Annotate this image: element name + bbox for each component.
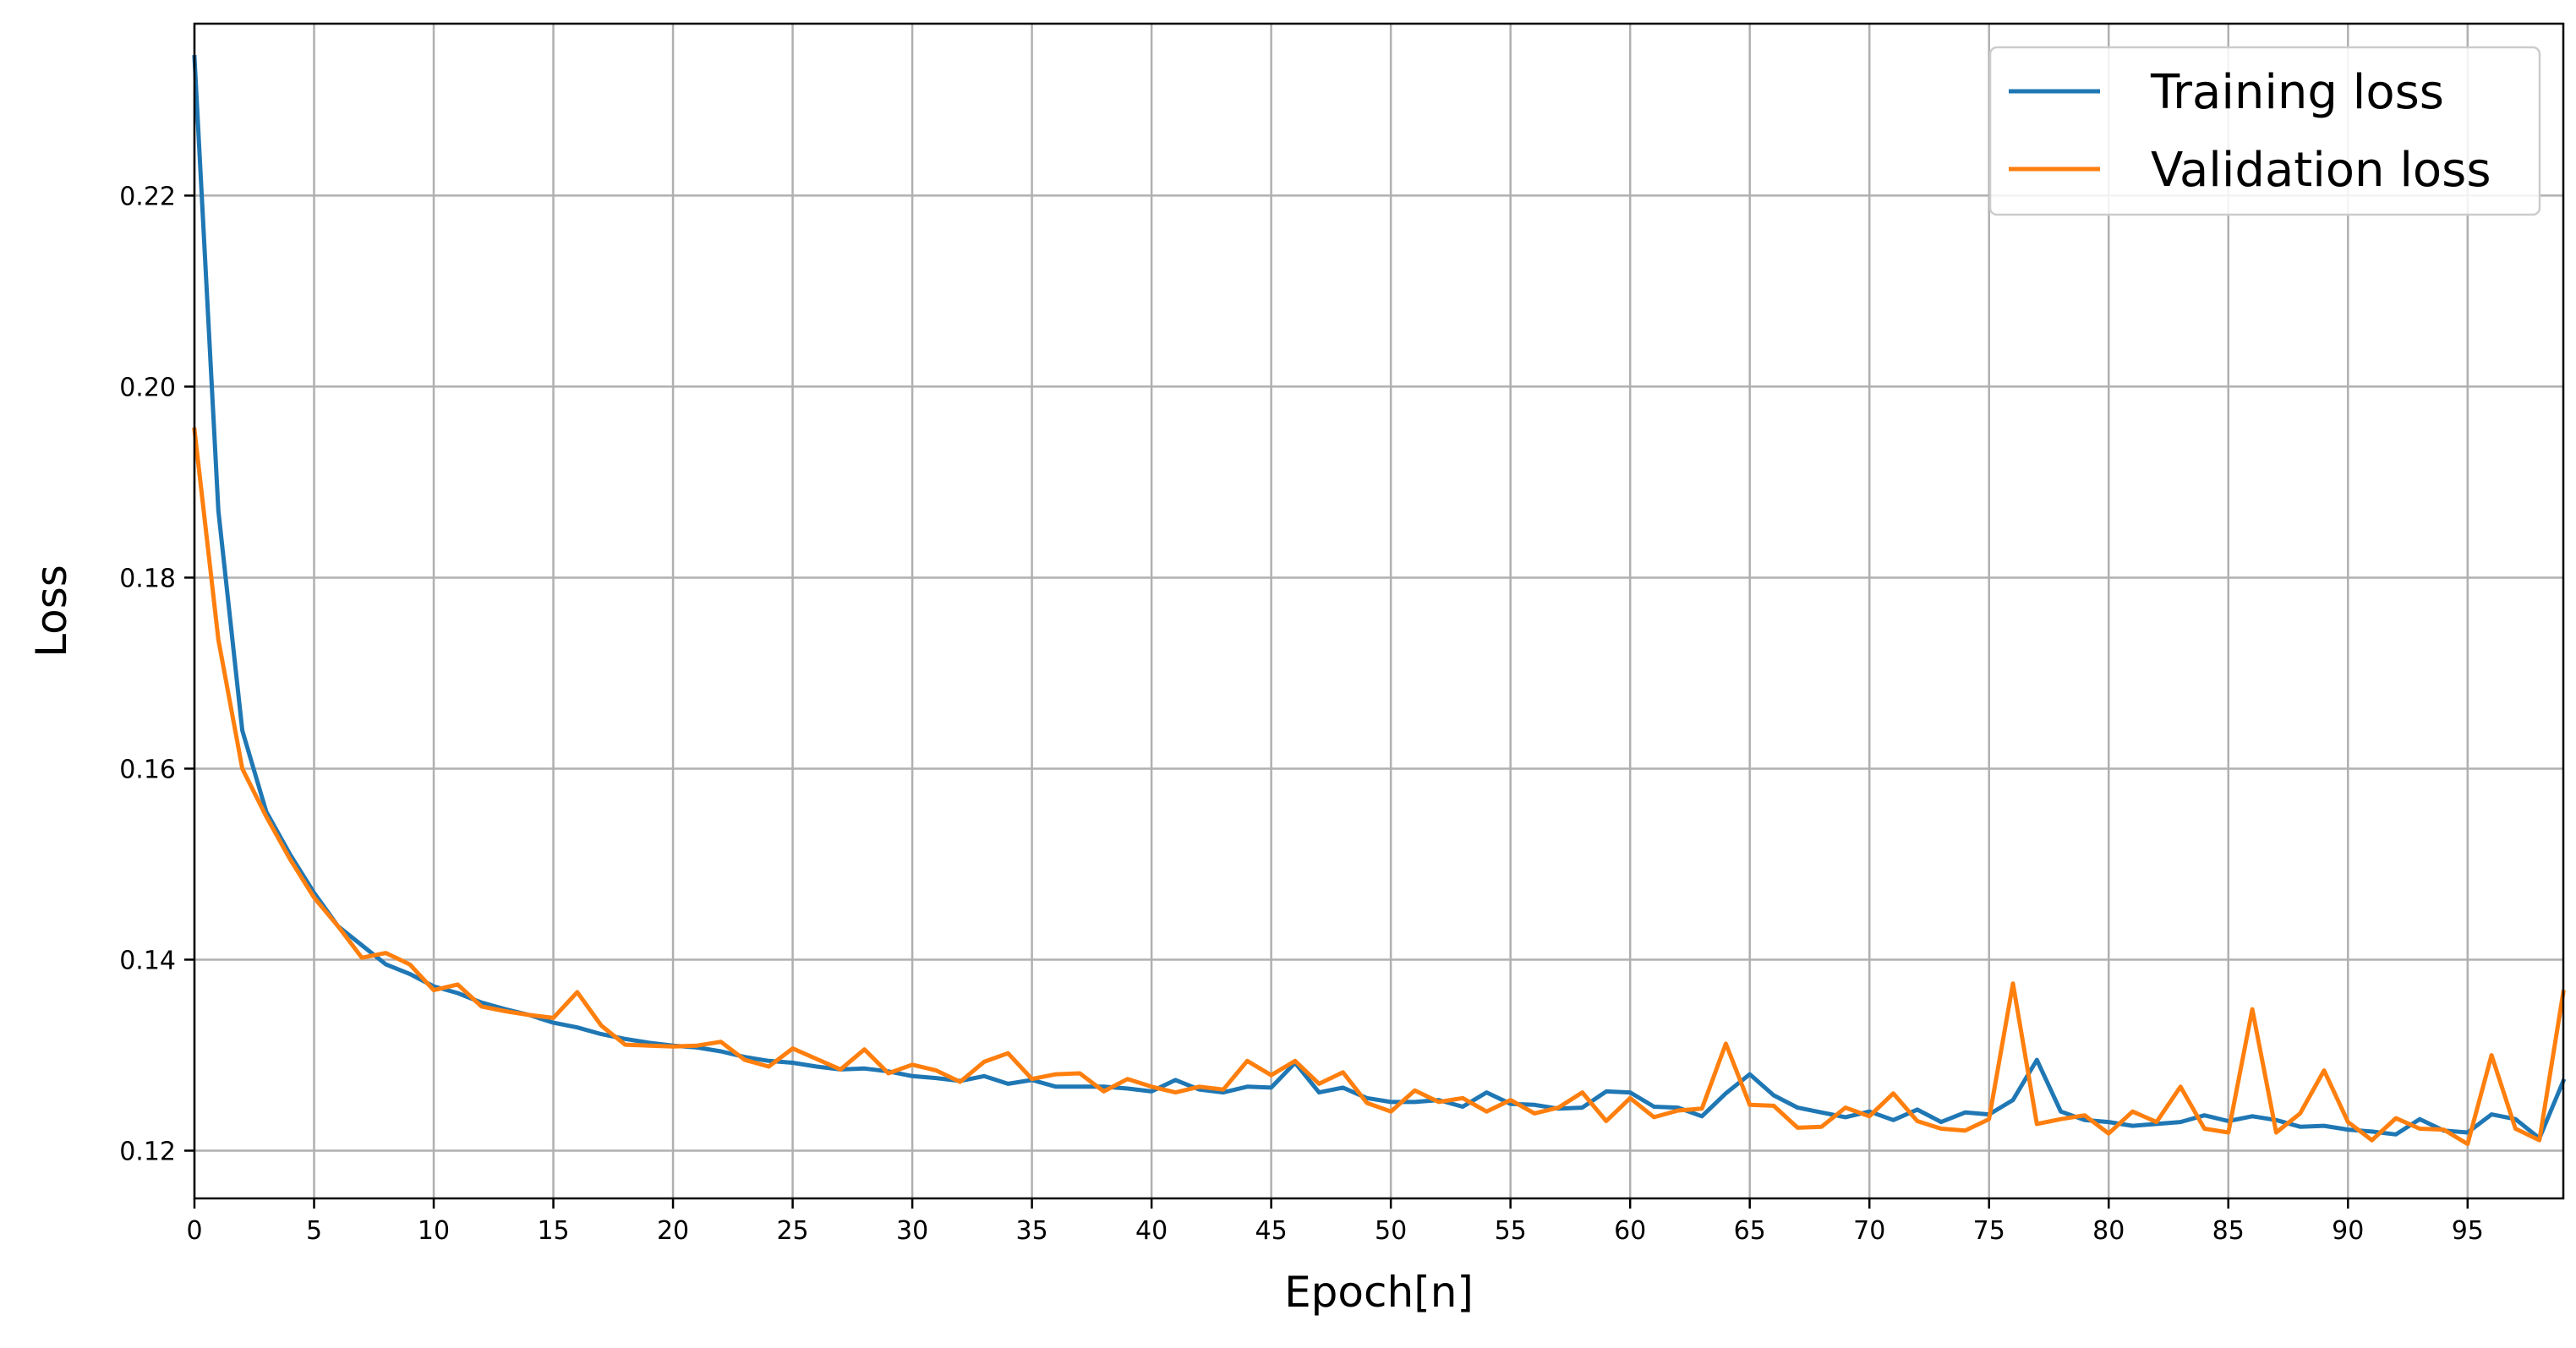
series-line-validation-loss (192, 427, 2566, 1147)
x-tick-label: 25 (776, 1216, 808, 1246)
x-tick-label: 15 (537, 1216, 569, 1246)
axis-ticks: 0 5 10 15 20 25 30 35 40 45 50 55 60 65 70 75 80 85 90 95 0.… (119, 182, 2484, 1246)
y-tick-label: 0.18 (119, 564, 176, 593)
y-tick-label: 0.16 (119, 755, 176, 784)
x-tick-label: 50 (1375, 1216, 1407, 1246)
legend: Training loss Validation loss (1988, 46, 2541, 216)
series-lines (192, 54, 2567, 1147)
x-axis-title: Epoch[n] (1284, 1268, 1474, 1317)
x-tick-label: 0 (186, 1216, 202, 1246)
x-tick-label: 90 (2332, 1216, 2364, 1246)
y-tick-label: 0.20 (119, 373, 176, 402)
x-tick-label: 45 (1255, 1216, 1288, 1246)
x-tick-label: 20 (657, 1216, 689, 1246)
legend-label: Validation loss (2151, 143, 2491, 198)
series-line-training-loss (192, 54, 2567, 1141)
x-tick-label: 85 (2212, 1216, 2245, 1246)
x-tick-label: 5 (306, 1216, 322, 1246)
x-tick-label: 60 (1614, 1216, 1646, 1246)
x-tick-label: 80 (2092, 1216, 2125, 1246)
x-tick-label: 35 (1016, 1216, 1048, 1246)
x-tick-label: 40 (1135, 1216, 1168, 1246)
legend-label: Training loss (2150, 65, 2444, 120)
plot-frame (193, 22, 2565, 1200)
x-tick-label: 30 (896, 1216, 928, 1246)
x-tick-label: 95 (2452, 1216, 2484, 1246)
x-tick-label: 65 (1734, 1216, 1766, 1246)
y-tick-label: 0.22 (119, 182, 176, 211)
x-tick-label: 10 (418, 1216, 450, 1246)
x-tick-label: 75 (1973, 1216, 2005, 1246)
x-tick-label: 55 (1495, 1216, 1527, 1246)
y-axis-title: Loss (27, 565, 76, 658)
y-tick-label: 0.14 (119, 946, 176, 975)
x-tick-label: 70 (1853, 1216, 1885, 1246)
legend-box (1988, 46, 2541, 216)
y-tick-label: 0.12 (119, 1137, 176, 1166)
